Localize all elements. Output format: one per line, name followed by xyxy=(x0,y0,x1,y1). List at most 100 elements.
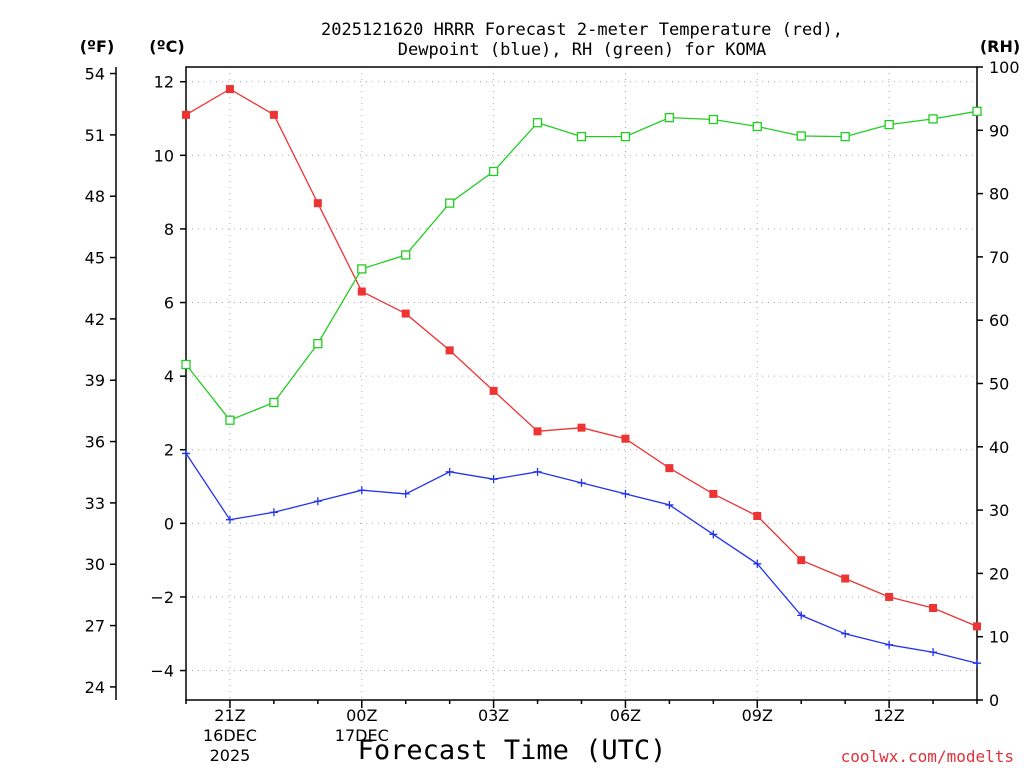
fahrenheit-tick-label: 48 xyxy=(85,187,105,206)
plot-frame xyxy=(185,66,978,701)
celsius-tick-label: 12 xyxy=(154,73,174,92)
rh-point xyxy=(928,114,938,124)
dewpoint-point xyxy=(665,500,674,509)
temperature-point xyxy=(489,386,498,395)
temperature-point xyxy=(753,511,762,520)
fahrenheit-tick-label: 45 xyxy=(85,249,105,268)
gridlines xyxy=(186,67,977,700)
temperature-point xyxy=(225,85,234,94)
temperature-point xyxy=(313,199,322,208)
credit-link[interactable]: coolwx.com/modelts xyxy=(841,747,1014,766)
dewpoint-point xyxy=(225,515,234,524)
celsius-tick-label: −2 xyxy=(150,588,174,607)
celsius-tick-label: 0 xyxy=(164,514,174,533)
dewpoint-point xyxy=(709,530,718,539)
temperature-point xyxy=(841,574,850,583)
temperature-point xyxy=(973,622,981,631)
x-tick-label: 09Z xyxy=(742,706,773,725)
rh-point xyxy=(401,250,411,260)
celsius-tick-label: 2 xyxy=(164,441,174,460)
rh-point xyxy=(532,118,543,128)
x-tick-label: 03Z xyxy=(478,706,509,725)
x-tick-label: 21Z xyxy=(214,706,245,725)
celsius-tick-label: 10 xyxy=(154,146,174,165)
fahrenheit-tick-label: 42 xyxy=(85,310,105,329)
fahrenheit-tick-label: 24 xyxy=(85,678,105,697)
x-tick-label: 00Z xyxy=(346,706,377,725)
dewpoint-point xyxy=(182,449,190,458)
dewpoint-point xyxy=(489,475,498,484)
dewpoint-point xyxy=(753,559,762,568)
rh-tick-label: 20 xyxy=(989,564,1009,583)
axes: 121086420−2−4545148454239363330272410090… xyxy=(85,58,1020,765)
rh-point xyxy=(269,397,279,408)
fahrenheit-tick-label: 30 xyxy=(85,555,105,574)
rh-tick-label: 10 xyxy=(989,628,1009,647)
series-dewpoint xyxy=(182,449,981,668)
rh-tick-label: 50 xyxy=(989,375,1009,394)
fahrenheit-tick-label: 39 xyxy=(85,371,105,390)
temperature-point xyxy=(269,110,278,119)
temperature-point xyxy=(885,592,894,601)
temperature-point xyxy=(401,309,410,318)
fahrenheit-tick-label: 36 xyxy=(85,433,105,452)
rh-point xyxy=(752,121,762,132)
data-series xyxy=(181,85,982,668)
temperature-point xyxy=(665,464,674,473)
fahrenheit-tick-label: 33 xyxy=(85,494,105,513)
rh-point xyxy=(181,359,191,370)
rh-point xyxy=(357,264,367,274)
x-tick-label: 06Z xyxy=(610,706,641,725)
dewpoint-point xyxy=(797,611,806,620)
temperature-point xyxy=(357,287,366,296)
fahrenheit-unit-label: (ºF) xyxy=(80,37,115,56)
celsius-tick-label: 6 xyxy=(164,294,174,313)
dewpoint-point xyxy=(445,467,454,476)
temperature-point xyxy=(533,427,542,436)
temperature-point xyxy=(577,423,586,432)
rh-tick-label: 80 xyxy=(989,185,1009,204)
fahrenheit-tick-label: 27 xyxy=(85,617,105,636)
temperature-line xyxy=(185,88,978,627)
series-rh xyxy=(181,106,982,425)
dewpoint-point xyxy=(885,640,894,649)
dewpoint-point xyxy=(577,478,586,487)
series-temperature xyxy=(182,85,981,631)
x-tick-label: 12Z xyxy=(873,706,904,725)
rh-point xyxy=(884,119,894,130)
temperature-point xyxy=(929,603,938,612)
dewpoint-point xyxy=(533,467,542,476)
temperature-point xyxy=(182,110,190,119)
rh-tick-label: 0 xyxy=(989,691,999,710)
temperature-point xyxy=(797,556,806,565)
temperature-point xyxy=(621,434,630,443)
dewpoint-point xyxy=(621,489,630,498)
rh-point xyxy=(972,106,982,116)
rh-point xyxy=(576,131,587,142)
rh-tick-label: 100 xyxy=(989,58,1020,77)
fahrenheit-tick-label: 54 xyxy=(85,65,105,84)
celsius-unit-label: (ºC) xyxy=(149,37,184,56)
rh-point xyxy=(620,131,631,142)
temperature-point xyxy=(445,346,454,355)
dewpoint-point xyxy=(269,508,278,517)
temperature-point xyxy=(709,489,718,498)
celsius-tick-label: 4 xyxy=(164,367,174,386)
dewpoint-point xyxy=(841,629,850,638)
celsius-tick-label: 8 xyxy=(164,220,174,239)
x-tick-date-label: 16DEC xyxy=(203,726,257,745)
rh-point xyxy=(708,114,718,125)
rh-point xyxy=(840,131,850,142)
x-axis-title: Forecast Time (UTC) xyxy=(358,735,667,766)
rh-point xyxy=(796,131,806,141)
x-tick-year-label: 2025 xyxy=(210,746,251,765)
celsius-tick-label: −4 xyxy=(150,662,174,681)
rh-tick-label: 90 xyxy=(989,121,1009,140)
rh-point xyxy=(445,198,455,208)
rh-tick-label: 30 xyxy=(989,501,1009,520)
rh-unit-label: (RH) xyxy=(980,37,1020,56)
rh-point xyxy=(488,166,499,177)
dewpoint-point xyxy=(313,497,322,506)
rh-tick-label: 60 xyxy=(989,311,1009,330)
